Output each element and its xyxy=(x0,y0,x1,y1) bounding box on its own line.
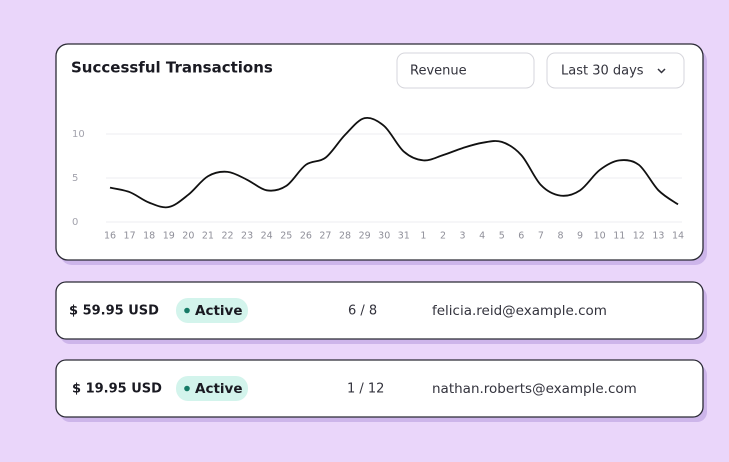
x-tick-label: 23 xyxy=(241,231,253,242)
x-tick-label: 24 xyxy=(261,231,273,242)
email: nathan.roberts@example.com xyxy=(432,381,637,397)
status-dot xyxy=(184,385,190,392)
status-dot xyxy=(184,307,190,314)
x-tick-label: 16 xyxy=(104,231,116,242)
x-tick-label: 10 xyxy=(594,231,606,242)
x-tick-label: 22 xyxy=(221,231,233,242)
transaction-card[interactable] xyxy=(55,359,704,418)
amount: $ 59.95 USD xyxy=(69,304,159,319)
status-badge xyxy=(176,298,248,323)
x-tick-label: 12 xyxy=(633,231,645,242)
status: Active xyxy=(195,303,243,319)
email: felicia.reid@example.com xyxy=(432,303,607,319)
chart-title: Successful Transactions xyxy=(71,59,273,77)
x-tick-label: 7 xyxy=(538,231,544,242)
x-tick-label: 6 xyxy=(518,231,524,242)
x-tick-label: 19 xyxy=(163,231,175,242)
y-tick-label: 10 xyxy=(72,129,85,140)
usage-count: 1 / 12 xyxy=(347,382,384,397)
amount: $ 19.95 USD xyxy=(72,382,162,397)
y-tick-label: 5 xyxy=(72,173,78,184)
range-label: Last 30 days xyxy=(561,64,644,79)
x-tick-label: 8 xyxy=(557,231,563,242)
x-tick-label: 5 xyxy=(499,231,505,242)
x-tick-label: 27 xyxy=(319,231,331,242)
x-tick-label: 14 xyxy=(672,231,684,242)
x-tick-label: 4 xyxy=(479,231,485,242)
x-tick-label: 9 xyxy=(577,231,583,242)
x-tick-label: 20 xyxy=(182,231,194,242)
x-tick-label: 17 xyxy=(124,231,136,242)
status-badge xyxy=(176,376,248,401)
line-series xyxy=(109,116,679,209)
x-tick-label: 26 xyxy=(300,231,312,242)
metric-label: Revenue xyxy=(410,64,467,79)
transaction-card[interactable] xyxy=(55,281,704,340)
x-tick-label: 1 xyxy=(420,231,426,242)
x-tick-label: 31 xyxy=(398,231,410,242)
x-tick-label: 13 xyxy=(652,231,664,242)
x-tick-label: 2 xyxy=(440,231,446,242)
chart-card xyxy=(55,43,704,261)
y-tick-label: 0 xyxy=(72,217,78,228)
chevron-icon xyxy=(657,68,666,74)
x-tick-label: 21 xyxy=(202,231,214,242)
metric-select[interactable] xyxy=(396,52,535,89)
usage-count: 6 / 8 xyxy=(348,304,377,319)
x-tick-label: 29 xyxy=(359,231,371,242)
x-tick-label: 11 xyxy=(613,231,625,242)
status: Active xyxy=(195,381,243,397)
range-select[interactable] xyxy=(546,52,685,89)
x-tick-label: 30 xyxy=(378,231,390,242)
x-tick-label: 3 xyxy=(460,231,466,242)
x-tick-label: 25 xyxy=(280,231,292,242)
x-tick-label: 18 xyxy=(143,231,155,242)
x-tick-label: 28 xyxy=(339,231,351,242)
